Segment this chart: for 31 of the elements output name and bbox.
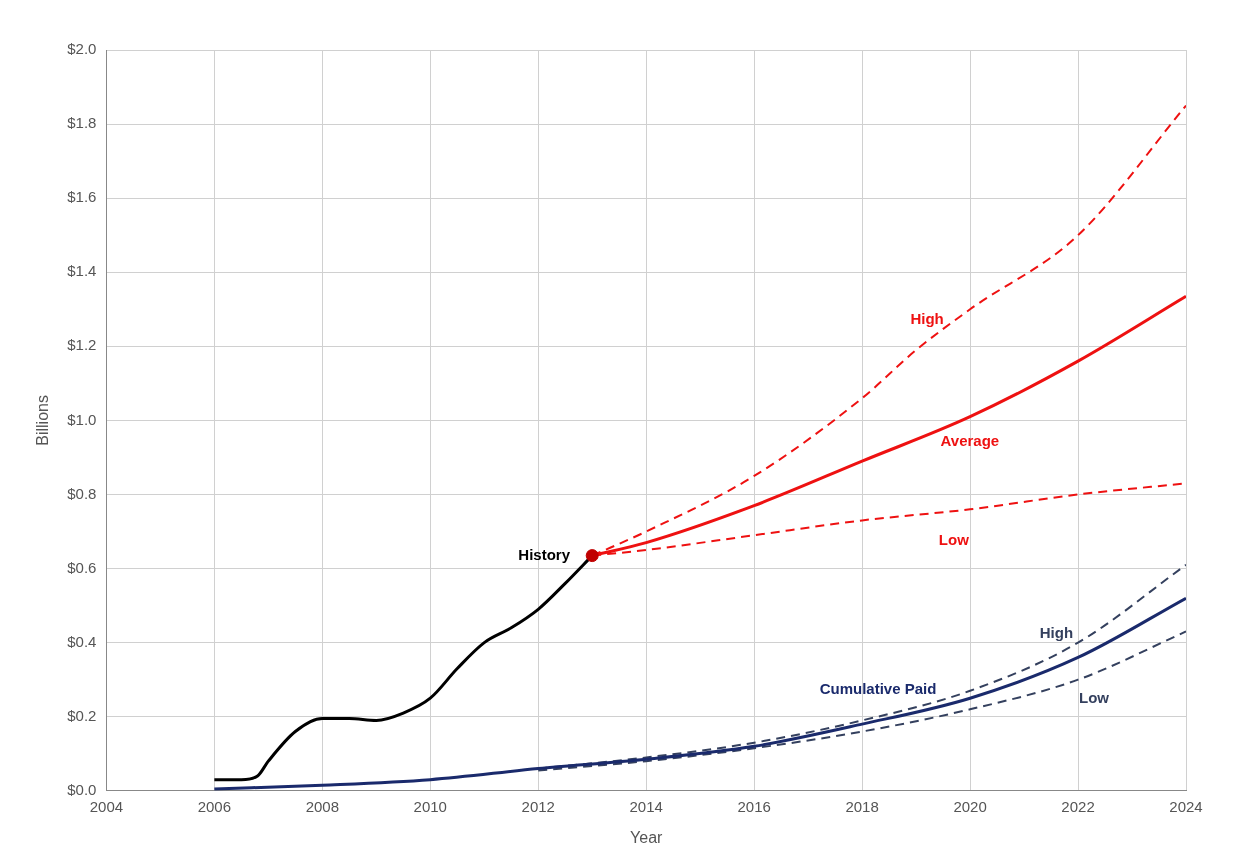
x-tick-label: 2020 <box>953 797 987 815</box>
x-tick-label: 2008 <box>305 797 339 815</box>
y-tick-label: $0.8 <box>67 484 97 502</box>
y-tick-label: $1.4 <box>67 262 97 280</box>
series-label: Low <box>1079 688 1110 706</box>
y-tick-label: $0.6 <box>67 558 97 576</box>
x-tick-label: 2004 <box>89 797 124 815</box>
y-tick-label: $2.0 <box>67 40 97 58</box>
x-tick-label: 2016 <box>737 797 771 815</box>
x-tick-label: 2010 <box>413 797 447 815</box>
series-label: Cumulative Paid <box>819 680 937 698</box>
x-axis-title: Year <box>630 828 664 846</box>
x-tick-label: 2012 <box>521 797 555 815</box>
y-tick-label: $0.4 <box>67 632 97 650</box>
x-tick-label: 2014 <box>629 797 663 815</box>
y-tick-label: $0.2 <box>67 706 97 724</box>
x-tick-label: 2018 <box>845 797 879 815</box>
series-label: History <box>518 545 571 563</box>
x-tick-label: 2022 <box>1061 797 1095 815</box>
x-tick-label: 2006 <box>197 797 232 815</box>
series-label: Low <box>938 531 970 549</box>
y-tick-label: $1.0 <box>67 410 97 428</box>
y-tick-label: $1.2 <box>67 336 97 354</box>
x-tick-label: 2024 <box>1169 797 1203 815</box>
series-label: High <box>1039 624 1074 642</box>
series-label: Average <box>940 431 1000 449</box>
series-label: High <box>910 309 944 327</box>
y-tick-label: $0.0 <box>67 780 97 798</box>
y-tick-label: $1.8 <box>67 114 97 132</box>
y-axis-title: Billions <box>34 395 52 446</box>
y-tick-label: $1.6 <box>67 188 97 206</box>
